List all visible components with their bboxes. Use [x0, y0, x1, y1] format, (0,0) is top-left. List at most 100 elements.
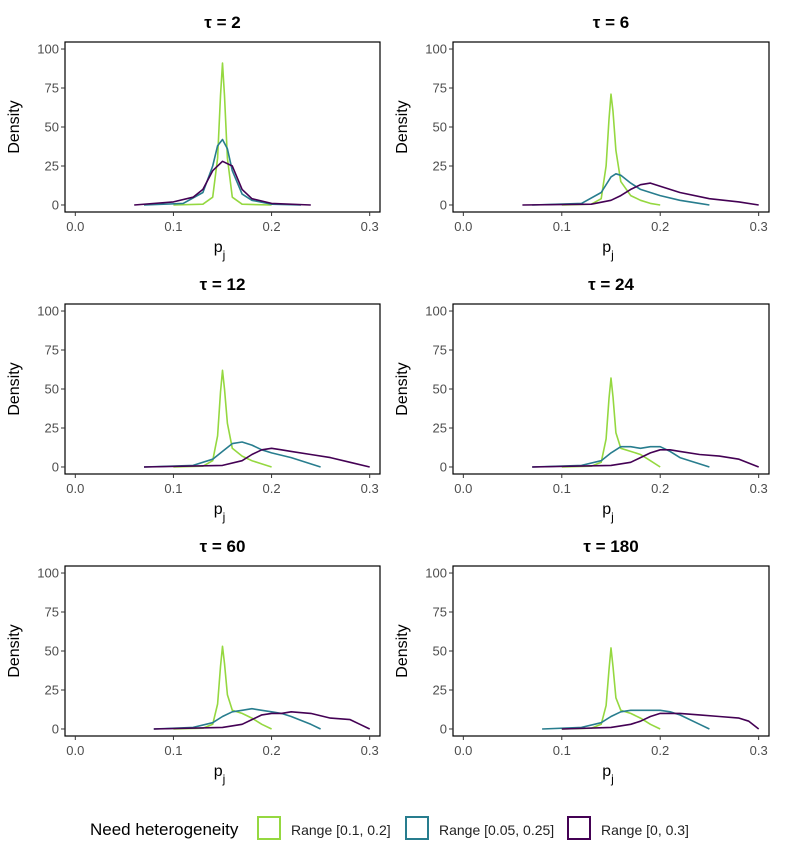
x-axis-label: pj: [602, 501, 614, 524]
panel-border: [452, 41, 770, 213]
y-tick-label: 75: [45, 81, 59, 96]
chart-title: τ = 24: [588, 275, 634, 294]
x-axis-label: pj: [602, 239, 614, 262]
y-tick-label: 0: [52, 197, 59, 212]
chart-title: τ = 60: [200, 537, 246, 556]
series-line-3: [143, 447, 370, 468]
y-tick-label: 50: [433, 120, 447, 135]
y-tick-label: 75: [433, 605, 447, 620]
x-tick-label: 0.2: [263, 743, 281, 758]
y-tick-label: 50: [45, 120, 59, 135]
x-tick-label: 0.1: [164, 743, 182, 758]
legend-title: Need heterogeneity: [90, 820, 239, 839]
y-axis-label: Density: [6, 100, 23, 153]
chart-panel-6: τ = 180 0 25 50 75 100 0.0 0.1 0.2 0.3 pj Density: [394, 537, 770, 786]
series-line-2: [532, 445, 710, 468]
y-tick-label: 100: [37, 42, 59, 57]
x-tick-label: 0.0: [66, 743, 84, 758]
y-tick-label: 0: [440, 459, 447, 474]
chart-title: τ = 2: [204, 13, 240, 32]
x-tick-label: 0.1: [164, 219, 182, 234]
y-tick-label: 75: [45, 605, 59, 620]
y-tick-label: 0: [52, 721, 59, 736]
x-axis-label: pj: [214, 239, 226, 262]
x-tick-label: 0.3: [361, 219, 379, 234]
x-tick-label: 0.1: [164, 481, 182, 496]
y-tick-label: 0: [440, 197, 447, 212]
y-tick-label: 25: [433, 158, 447, 173]
series-line-3: [153, 710, 371, 730]
y-tick-label: 25: [45, 158, 59, 173]
x-tick-label: 0.2: [263, 481, 281, 496]
legend-key-purple: [567, 816, 591, 840]
legend-label: Range [0, 0.3]: [601, 822, 689, 838]
y-tick-label: 25: [433, 420, 447, 435]
x-tick-label: 0.3: [750, 219, 768, 234]
series-line-1: [173, 645, 272, 730]
chart-panel-2: τ = 6 0 25 50 75 100 0.0 0.1 0.2 0.3 pj Density: [394, 13, 770, 262]
series-line-1: [173, 369, 272, 468]
chart-panel-3: τ = 12 0 25 50 75 100 0.0 0.1 0.2 0.3 pj Density: [6, 275, 381, 524]
series-line-1: [561, 377, 661, 468]
y-axis-label: Density: [394, 100, 411, 153]
legend-key-teal: [405, 816, 429, 840]
y-tick-label: 100: [425, 42, 447, 57]
x-tick-label: 0.2: [651, 743, 669, 758]
y-tick-label: 100: [37, 566, 59, 581]
series-line-3: [561, 712, 760, 730]
series-line-1: [561, 647, 661, 730]
legend-label: Range [0.1, 0.2]: [291, 822, 391, 838]
panel-border: [64, 303, 381, 475]
chart-panel-1: τ = 2 0 25 50 75 100 0.0 0.1 0.2 0.3 pj Density: [6, 13, 381, 262]
x-tick-label: 0.0: [66, 481, 84, 496]
x-tick-label: 0.3: [361, 481, 379, 496]
x-tick-label: 0.0: [66, 219, 84, 234]
chart-title: τ = 12: [200, 275, 246, 294]
x-tick-label: 0.3: [750, 481, 768, 496]
x-tick-label: 0.1: [553, 481, 571, 496]
series-line-2: [143, 441, 321, 468]
y-tick-label: 75: [433, 343, 447, 358]
panel-border: [452, 303, 770, 475]
y-tick-label: 100: [425, 566, 447, 581]
y-axis-label: Density: [6, 362, 23, 415]
legend-label: Range [0.05, 0.25]: [439, 822, 555, 838]
y-tick-label: 25: [45, 682, 59, 697]
series-line-3: [522, 182, 759, 206]
y-tick-label: 50: [433, 382, 447, 397]
series-line-2: [153, 707, 321, 730]
series-line-3: [532, 448, 759, 468]
y-tick-label: 100: [425, 304, 447, 319]
y-axis-label: Density: [394, 362, 411, 415]
y-tick-label: 50: [433, 644, 447, 659]
y-tick-label: 25: [433, 682, 447, 697]
legend-key-green: [257, 816, 281, 840]
y-tick-label: 0: [52, 459, 59, 474]
y-tick-label: 50: [45, 644, 59, 659]
x-axis-label: pj: [602, 763, 614, 786]
x-tick-label: 0.1: [553, 219, 571, 234]
chart-title: τ = 180: [583, 537, 638, 556]
series-line-3: [134, 160, 311, 206]
x-axis-label: pj: [214, 763, 226, 786]
y-tick-label: 100: [37, 304, 59, 319]
x-tick-label: 0.2: [651, 219, 669, 234]
x-tick-label: 0.1: [553, 743, 571, 758]
x-tick-label: 0.3: [750, 743, 768, 758]
chart-panel-4: τ = 24 0 25 50 75 100 0.0 0.1 0.2 0.3 pj Density: [394, 275, 770, 524]
series-line-1: [561, 93, 661, 206]
chart-title: τ = 6: [593, 13, 629, 32]
x-axis-label: pj: [214, 501, 226, 524]
y-tick-label: 75: [433, 81, 447, 96]
y-tick-label: 75: [45, 343, 59, 358]
x-tick-label: 0.0: [454, 743, 472, 758]
series-line-2: [143, 138, 302, 206]
x-tick-label: 0.0: [454, 219, 472, 234]
x-tick-label: 0.2: [651, 481, 669, 496]
series-line-2: [532, 173, 710, 206]
y-axis-label: Density: [394, 624, 411, 677]
series-line-2: [542, 709, 710, 730]
y-tick-label: 50: [45, 382, 59, 397]
x-tick-label: 0.0: [454, 481, 472, 496]
